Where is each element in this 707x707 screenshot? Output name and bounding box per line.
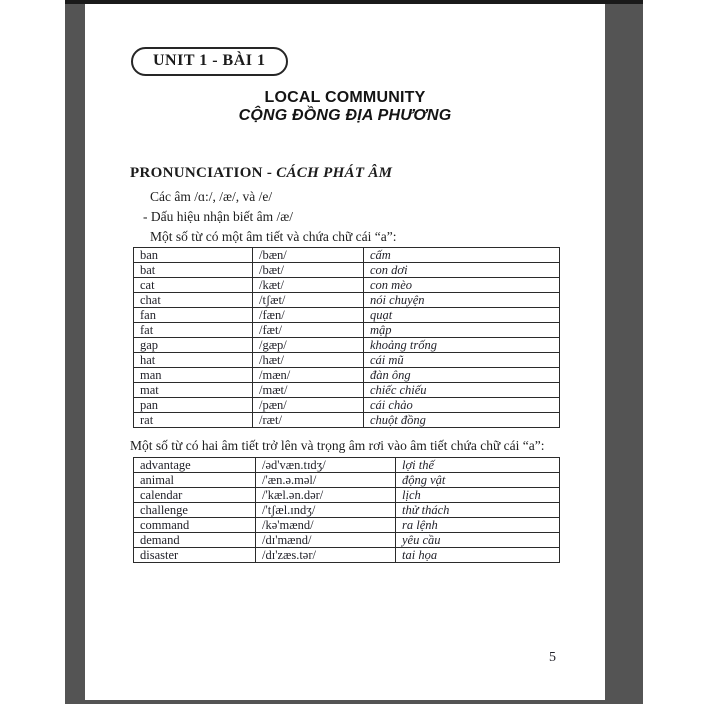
meaning-cell: yêu cầu: [395, 532, 560, 548]
table-row: gap/gæp/khoảng trống: [133, 337, 560, 353]
table-row: challenge/'tʃæl.ɪndʒ/thử thách: [133, 502, 560, 518]
word-cell: challenge: [133, 502, 256, 518]
word-cell: hat: [133, 352, 253, 368]
page-number: 5: [549, 650, 556, 665]
multi-syllable-words-table-body: advantage/əd'væn.tɪdʒ/lợi thế animal/'æn.…: [133, 457, 560, 563]
meaning-cell: quạt: [363, 307, 560, 323]
table-row: cat/kæt/con mèo: [133, 277, 560, 293]
meaning-cell: nói chuyện: [363, 292, 560, 308]
meaning-cell: cái chảo: [363, 397, 560, 413]
meaning-cell: chiếc chiếu: [363, 382, 560, 398]
ipa-cell: /mæn/: [252, 367, 364, 383]
table-row: ban/bæn/cấm: [133, 247, 560, 263]
word-cell: pan: [133, 397, 253, 413]
word-cell: animal: [133, 472, 256, 488]
word-cell: disaster: [133, 547, 256, 563]
ipa-cell: /'tʃæl.ɪndʒ/: [255, 502, 396, 518]
meaning-cell: tai họa: [395, 547, 560, 563]
ipa-cell: /gæp/: [252, 337, 364, 353]
table-row: demand/dɪ'mænd/yêu cầu: [133, 532, 560, 548]
ipa-cell: /bæt/: [252, 262, 364, 278]
ipa-cell: /kə'mænd/: [255, 517, 396, 533]
one-syllable-words-table-body: ban/bæn/cấm bat/bæt/con dơi cat/kæt/con mè…: [133, 247, 560, 428]
lesson-title-vietnamese: CỘNG ĐỒNG ĐỊA PHƯƠNG: [238, 107, 452, 124]
section-heading-vietnamese: CÁCH PHÁT ÂM: [276, 165, 393, 181]
unit-badge: UNIT 1 - BÀI 1: [131, 47, 288, 76]
intro-line-one-syllable: Một số từ có một âm tiết và chứa chữ cái…: [150, 229, 397, 244]
table-row: calendar/'kæl.ən.dər/lịch: [133, 487, 560, 503]
one-syllable-words-table: ban/bæn/cấm bat/bæt/con dơi cat/kæt/con mè…: [133, 247, 560, 428]
table-row: fan/fæn/quạt: [133, 307, 560, 323]
table-row: advantage/əd'væn.tɪdʒ/lợi thế: [133, 457, 560, 473]
word-cell: bat: [133, 262, 253, 278]
table-row: pan/pæn/cái chảo: [133, 397, 560, 413]
word-cell: command: [133, 517, 256, 533]
meaning-cell: chuột đồng: [363, 412, 560, 428]
word-cell: fat: [133, 322, 253, 338]
meaning-cell: cấm: [363, 247, 560, 263]
book-page: UNIT 1 - BÀI 1 LOCAL COMMUNITY CỘNG ĐỒNG…: [85, 4, 605, 700]
word-cell: gap: [133, 337, 253, 353]
meaning-cell: cái mũ: [363, 352, 560, 368]
ipa-cell: /tʃæt/: [252, 292, 364, 308]
table-row: disaster/dɪ'zæs.tər/tai họa: [133, 547, 560, 563]
pronunciation-section-heading: PRONUNCIATION - CÁCH PHÁT ÂM: [130, 165, 605, 182]
table-row: bat/bæt/con dơi: [133, 262, 560, 278]
multi-syllable-intro-line: Một số từ có hai âm tiết trở lên và trọn…: [130, 438, 545, 453]
intro-lines: Các âm /ɑ:/, /æ/, và /e/ - Dấu hiệu nhận…: [130, 187, 605, 247]
meaning-cell: đàn ông: [363, 367, 560, 383]
word-cell: calendar: [133, 487, 256, 503]
ipa-cell: /əd'væn.tɪdʒ/: [255, 457, 396, 473]
ipa-cell: /ræt/: [252, 412, 364, 428]
meaning-cell: mập: [363, 322, 560, 338]
table-row: animal/'æn.ə.məl/động vật: [133, 472, 560, 488]
table-row: command/kə'mænd/ra lệnh: [133, 517, 560, 533]
table-row: rat/ræt/chuột đồng: [133, 412, 560, 428]
intro-line-sign: - Dấu hiệu nhận biết âm /æ/: [143, 209, 293, 224]
lesson-title-english: LOCAL COMMUNITY: [264, 89, 426, 106]
word-cell: cat: [133, 277, 253, 293]
ipa-cell: /'kæl.ən.dər/: [255, 487, 396, 503]
multi-syllable-words-table: advantage/əd'væn.tɪdʒ/lợi thế animal/'æn.…: [133, 457, 560, 563]
intro-line-sounds: Các âm /ɑ:/, /æ/, và /e/: [150, 189, 273, 204]
word-cell: demand: [133, 532, 256, 548]
ipa-cell: /kæt/: [252, 277, 364, 293]
meaning-cell: lợi thế: [395, 457, 560, 473]
ipa-cell: /dɪ'mænd/: [255, 532, 396, 548]
lesson-titles: LOCAL COMMUNITY CỘNG ĐỒNG ĐỊA PHƯƠNG: [85, 89, 605, 124]
meaning-cell: khoảng trống: [363, 337, 560, 353]
table-row: mat/mæt/chiếc chiếu: [133, 382, 560, 398]
meaning-cell: động vật: [395, 472, 560, 488]
meaning-cell: con mèo: [363, 277, 560, 293]
table-row: chat/tʃæt/nói chuyện: [133, 292, 560, 308]
section-heading-english: PRONUNCIATION -: [130, 165, 277, 181]
ipa-cell: /'æn.ə.məl/: [255, 472, 396, 488]
word-cell: fan: [133, 307, 253, 323]
table-row: hat/hæt/cái mũ: [133, 352, 560, 368]
meaning-cell: lịch: [395, 487, 560, 503]
ipa-cell: /bæn/: [252, 247, 364, 263]
ipa-cell: /mæt/: [252, 382, 364, 398]
ipa-cell: /pæn/: [252, 397, 364, 413]
word-cell: man: [133, 367, 253, 383]
table-row: man/mæn/đàn ông: [133, 367, 560, 383]
word-cell: rat: [133, 412, 253, 428]
meaning-cell: con dơi: [363, 262, 560, 278]
word-cell: ban: [133, 247, 253, 263]
ipa-cell: /dɪ'zæs.tər/: [255, 547, 396, 563]
word-cell: advantage: [133, 457, 256, 473]
ipa-cell: /fæt/: [252, 322, 364, 338]
ipa-cell: /fæn/: [252, 307, 364, 323]
ipa-cell: /hæt/: [252, 352, 364, 368]
word-cell: chat: [133, 292, 253, 308]
meaning-cell: thử thách: [395, 502, 560, 518]
meaning-cell: ra lệnh: [395, 517, 560, 533]
table-row: fat/fæt/mập: [133, 322, 560, 338]
word-cell: mat: [133, 382, 253, 398]
